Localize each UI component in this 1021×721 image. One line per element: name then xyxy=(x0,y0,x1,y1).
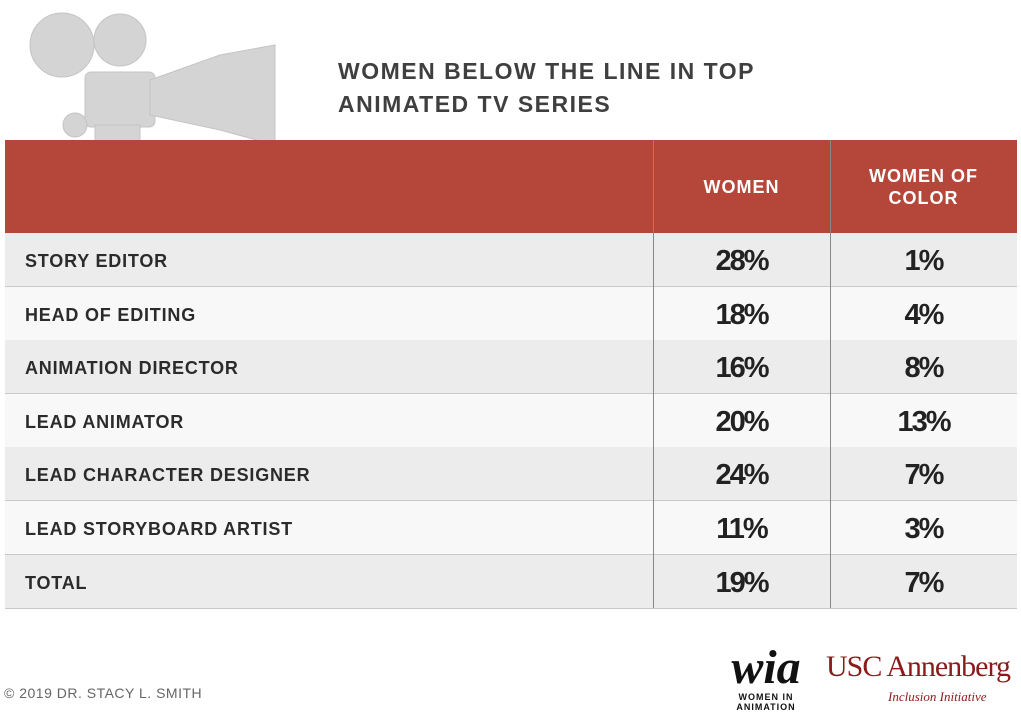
row-label: TOTAL xyxy=(25,572,88,593)
title: WOMEN BELOW THE LINE IN TOP ANIMATED TV … xyxy=(338,58,755,117)
table-row: HEAD OF EDITING 18% 4% xyxy=(5,286,1017,341)
usc-logo: USC Annenberg xyxy=(826,650,1011,683)
column-header: WOMEN xyxy=(703,176,780,197)
table-row: LEAD STORYBOARD ARTIST 11% 3% xyxy=(5,501,1017,555)
row-label: ANIMATION DIRECTOR xyxy=(25,358,239,379)
cell-value: 18% xyxy=(715,298,769,331)
table-row: ANIMATION DIRECTOR 16% 8% xyxy=(5,340,1017,395)
table-row: TOTAL 19% 7% xyxy=(5,554,1017,609)
cell-value: 28% xyxy=(715,245,769,277)
cell-value: 8% xyxy=(904,352,945,385)
wia-logo: wia xyxy=(731,641,801,694)
cell-value: 24% xyxy=(715,459,769,492)
table-row: LEAD CHARACTER DESIGNER 24% 7% xyxy=(5,447,1017,502)
cell-value: 13% xyxy=(897,405,951,438)
table-row: STORY EDITOR 28% 1% xyxy=(5,233,1017,287)
copyright: © 2019 DR. STACY L. SMITH xyxy=(4,685,203,701)
cell-value: 16% xyxy=(715,352,769,385)
column-divider xyxy=(830,140,831,608)
table-row: LEAD ANIMATOR 20% 13% xyxy=(5,393,1017,448)
column-header: WOMEN OF COLOR xyxy=(869,165,978,208)
cell-value: 11% xyxy=(716,513,768,545)
row-label: LEAD ANIMATOR xyxy=(25,411,185,432)
cell-value: 4% xyxy=(904,298,945,331)
cell-value: 20% xyxy=(715,405,769,438)
row-label: STORY EDITOR xyxy=(25,251,168,271)
wia-logo-subtitle: WOMEN IN ANIMATION xyxy=(736,692,796,712)
column-divider xyxy=(653,140,654,608)
cell-value: 7% xyxy=(904,566,945,599)
cell-value: 3% xyxy=(904,513,945,545)
cell-value: 7% xyxy=(904,459,945,492)
usc-logo-subtitle: Inclusion Initiative xyxy=(888,689,987,704)
row-label: HEAD OF EDITING xyxy=(25,304,197,325)
cell-value: 1% xyxy=(904,245,945,277)
row-label: LEAD CHARACTER DESIGNER xyxy=(25,465,311,486)
header-band xyxy=(5,140,1017,233)
cell-value: 19% xyxy=(715,566,769,599)
row-label: LEAD STORYBOARD ARTIST xyxy=(25,519,293,539)
